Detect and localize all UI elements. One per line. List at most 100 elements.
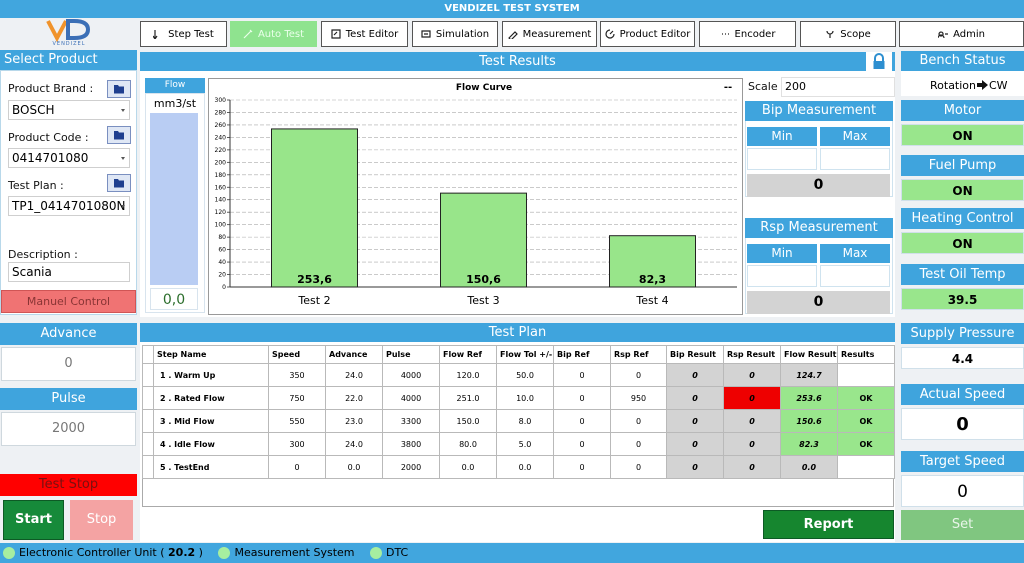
row-header <box>142 386 154 410</box>
y-tick-label: 180 <box>215 172 227 179</box>
description-input[interactable]: Scania <box>8 262 130 282</box>
toolbar-button[interactable]: Scope <box>800 21 896 47</box>
status-value: ON <box>901 232 1024 254</box>
table-cell: 5.0 <box>496 432 554 456</box>
status-text: DTC <box>386 546 409 559</box>
flow-gauge <box>145 93 205 313</box>
column-header: Rsp Ref <box>610 345 667 364</box>
table-cell: 0 <box>723 409 781 433</box>
toolbar-button[interactable]: Product Editor <box>600 21 695 47</box>
status-bar: Electronic Controller Unit ( 20.2 ) Meas… <box>0 543 1024 563</box>
plan-select[interactable]: TP1_0414701080N <box>8 196 130 216</box>
code-select[interactable]: 0414701080 <box>8 148 130 168</box>
table-cell: 120.0 <box>439 363 497 387</box>
column-header: Flow Tol +/- <box>496 345 554 364</box>
header-row: Step Name Speed Advance Pulse Flow Ref Flow T… <box>142 345 895 364</box>
max-value <box>820 265 890 287</box>
toolbar-label: Product Editor <box>619 28 691 40</box>
max-value <box>820 148 890 170</box>
lock-icon[interactable] <box>866 52 892 72</box>
table-cell: 23.0 <box>325 409 383 433</box>
start-button[interactable]: Start <box>3 500 64 540</box>
window-title: VENDIZEL TEST SYSTEM <box>444 3 580 14</box>
toolbar-button[interactable]: Measurement <box>502 21 597 47</box>
table-row: 4 . Idle Flow 300 24.0 3800 80.0 5.0 0 0 0 0 82.3 O… <box>142 432 895 456</box>
stop-button[interactable]: Stop <box>70 500 133 540</box>
test-plan-table: Step Name Speed Advance Pulse Flow Ref Flow T… <box>142 345 895 479</box>
value-label: 253,6 <box>297 273 332 286</box>
y-tick-label: 20 <box>218 272 226 279</box>
gauge-bar <box>150 113 198 285</box>
toolbar-button[interactable]: Simulation <box>412 21 498 47</box>
status-value: 39.5 <box>901 288 1024 310</box>
folder-button[interactable] <box>107 174 131 192</box>
scale-input[interactable]: 200 <box>781 77 895 97</box>
table-cell: 251.0 <box>439 386 497 410</box>
toolbar-button[interactable]: Test Editor <box>321 21 408 47</box>
panel-header: Bench Status <box>901 51 1024 71</box>
set-button[interactable]: Set <box>901 510 1024 540</box>
y-tick-label: 60 <box>218 247 226 254</box>
table-cell: 2000 <box>382 455 440 479</box>
panel-header: Motor <box>901 100 1024 121</box>
row-header <box>142 409 154 433</box>
column-header: Advance <box>325 345 383 364</box>
report-button[interactable]: Report <box>763 510 894 539</box>
table-cell <box>837 455 895 479</box>
panel-header: Fuel Pump <box>901 155 1024 176</box>
toolbar-button[interactable]: Auto Test <box>230 21 317 47</box>
table-row: 2 . Rated Flow 750 22.0 4000 251.0 10.0 0 950 0 0… <box>142 386 895 410</box>
table-cell: 0 <box>723 363 781 387</box>
status-text: ) <box>198 546 203 559</box>
toolbar-button[interactable]: Encoder <box>699 21 796 47</box>
y-tick-label: 0 <box>222 284 226 291</box>
panel-header: Select Product <box>0 50 137 70</box>
toolbar-icon <box>938 31 949 39</box>
column-header: Rsp Result <box>723 345 781 364</box>
field-label: Product Brand : <box>8 82 94 95</box>
rotation-arrow <box>977 80 988 90</box>
y-tick-label: 280 <box>215 109 227 116</box>
icon-shape <box>826 30 834 38</box>
column-header: Flow Result <box>780 345 838 364</box>
toolbar-button[interactable]: Step Test <box>140 21 227 47</box>
folder-button[interactable] <box>107 126 131 144</box>
toolbar-button[interactable]: Admin <box>899 21 1024 47</box>
toolbar-icon <box>331 29 341 39</box>
table-cell: 0.0 <box>439 455 497 479</box>
table-cell: 8.0 <box>496 409 554 433</box>
manual-control-button[interactable]: Manuel Control <box>1 290 136 313</box>
toolbar-label: Admin <box>953 28 985 40</box>
title-bar <box>0 0 1024 18</box>
table-cell: 0.0 <box>496 455 554 479</box>
toolbar-icon <box>826 30 834 38</box>
column-header: Results <box>837 345 895 364</box>
table-cell: 0 <box>610 432 667 456</box>
table-cell: 82.3 <box>780 432 838 456</box>
advance-value: 0 <box>1 347 136 381</box>
pulse-value: 2000 <box>1 412 136 446</box>
toolbar-icon <box>507 31 518 39</box>
flow-chart: Flow Curve -- 0 20 40 60 80 100 120 140 160 180 20… <box>208 78 743 315</box>
table-cell: 0 <box>553 455 611 479</box>
status-text: Measurement System <box>234 546 355 559</box>
brand-select[interactable]: BOSCH <box>8 100 130 120</box>
column-header: Speed <box>268 345 326 364</box>
bar <box>609 235 696 288</box>
toolbar-label: Simulation <box>435 28 490 40</box>
y-tick-label: 300 <box>215 97 227 104</box>
panel-header: Pulse <box>0 388 137 410</box>
value-label: 150,6 <box>466 273 501 286</box>
y-tick-label: 100 <box>215 222 227 229</box>
gauge-header: Flow <box>145 78 205 93</box>
table-cell: 0 <box>553 409 611 433</box>
folder-button[interactable] <box>107 80 131 98</box>
field-label: Product Code : <box>8 131 89 144</box>
table-cell: 2 . Rated Flow <box>153 386 269 410</box>
table-cell: 0 <box>553 363 611 387</box>
toolbar-icon <box>721 33 729 35</box>
table-cell: 0 <box>666 455 724 479</box>
status-value: 4.4 <box>901 347 1024 369</box>
x-tick-label: Test 4 <box>635 294 668 307</box>
max-header: Max <box>820 127 890 146</box>
